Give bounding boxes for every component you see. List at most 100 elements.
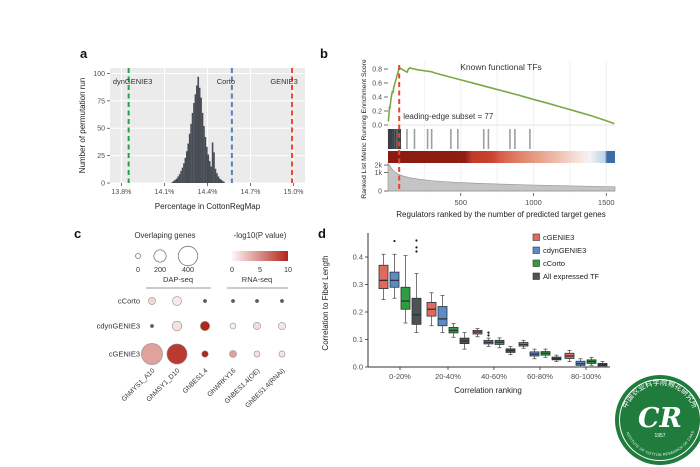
panel-a-label: a xyxy=(80,46,88,61)
svg-text:0.0: 0.0 xyxy=(372,122,382,129)
boxes xyxy=(378,239,608,368)
outlier-dot xyxy=(415,246,418,249)
panel-d-label: d xyxy=(318,226,326,241)
box xyxy=(378,264,389,290)
rank-colorbar xyxy=(388,151,615,163)
bubbles: cCorto cdynGENIE3 cGENIE3 xyxy=(97,296,286,365)
axes: 0.0 0.1 0.2 0.3 0.4 0-20% 20-40% 40-60% 60-80% 80… xyxy=(353,233,610,381)
svg-text:0-20%: 0-20% xyxy=(389,372,411,381)
assay-group-headers: DAP-seq RNA-seq xyxy=(146,275,288,289)
y-axis-title: Number of permutation run xyxy=(78,78,87,174)
bubble xyxy=(229,350,237,358)
svg-text:14.7%: 14.7% xyxy=(241,189,261,196)
svg-text:200: 200 xyxy=(154,265,166,274)
svg-text:0.2: 0.2 xyxy=(353,308,363,317)
svg-text:5: 5 xyxy=(258,265,262,274)
svg-text:1000: 1000 xyxy=(525,198,542,207)
bubble xyxy=(253,350,261,358)
vline-label: dynGENIE3 xyxy=(113,77,153,86)
pvalue-legend: -log10(P value) 0 5 10 xyxy=(230,231,292,274)
box xyxy=(437,306,448,327)
svg-text:13.8%: 13.8% xyxy=(112,189,132,196)
bubble xyxy=(253,322,261,330)
ns-dot xyxy=(280,299,284,303)
bubble xyxy=(278,350,286,358)
ns-dot xyxy=(231,299,235,303)
svg-text:-log10(P value): -log10(P value) xyxy=(234,231,287,240)
svg-text:1500: 1500 xyxy=(598,198,615,207)
outlier-dot xyxy=(393,239,396,243)
row-label: cCorto xyxy=(118,297,140,306)
panel-a-histogram: dynGENIE3 Corto GENIE3 13.8% 14.1% 14.4% 14.7%… xyxy=(78,68,305,211)
svg-text:500: 500 xyxy=(454,198,467,207)
bubble xyxy=(166,343,188,365)
leading-edge-annotation: leading-edge subset = 77 xyxy=(403,112,494,121)
enrichment-curve xyxy=(387,66,615,125)
histogram-bars xyxy=(171,76,225,183)
svg-text:0.8: 0.8 xyxy=(372,66,382,73)
x-axis-title: Percentage in CottonRegMap xyxy=(155,202,261,211)
svg-text:0.4: 0.4 xyxy=(353,253,363,262)
ns-dot xyxy=(255,299,259,303)
vline-label: Corto xyxy=(217,77,235,86)
outlier-dot xyxy=(487,334,490,337)
y-axis-title: Correlation to Fiber Length xyxy=(321,255,330,350)
bubble xyxy=(200,321,210,331)
bubble xyxy=(201,350,209,358)
box xyxy=(389,271,400,288)
legend-label: cCorto xyxy=(543,259,565,268)
ns-dot xyxy=(150,324,154,328)
outlier-dot xyxy=(487,331,490,334)
legend-label: cdynGENIE3 xyxy=(543,246,586,255)
svg-text:20-40%: 20-40% xyxy=(435,372,461,381)
vline-label: GENIE3 xyxy=(270,77,298,86)
svg-text:0: 0 xyxy=(136,265,140,274)
svg-text:0: 0 xyxy=(101,181,105,188)
svg-text:0.1: 0.1 xyxy=(353,335,363,344)
gridlines xyxy=(110,68,305,184)
svg-text:100: 100 xyxy=(93,71,105,78)
svg-text:1k: 1k xyxy=(375,170,383,177)
box xyxy=(400,286,411,310)
seal-year: 1957 xyxy=(654,433,665,439)
bubble xyxy=(141,343,163,365)
svg-text:GhBES1.4: GhBES1.4 xyxy=(182,367,210,395)
legend: cGENIE3 cdynGENIE3 cCorto All expressed TF xyxy=(532,233,600,281)
svg-text:Overlaping genes: Overlaping genes xyxy=(134,231,195,240)
outlier-dot xyxy=(415,250,418,253)
y-axis-title: Ranked List Metric Running Enrichment Sc… xyxy=(361,59,368,199)
svg-text:40-60%: 40-60% xyxy=(481,372,507,381)
outlier-dot xyxy=(415,239,418,242)
panel-c-label: c xyxy=(74,226,82,241)
method-vlines: dynGENIE3 Corto GENIE3 xyxy=(113,68,298,183)
institute-seal-logo: 中国农业科学院棉花研究所INSTITUTE OF COTTON RESEARCH… xyxy=(613,373,700,465)
svg-text:400: 400 xyxy=(182,265,194,274)
svg-text:75: 75 xyxy=(97,98,105,105)
svg-text:0.2: 0.2 xyxy=(372,108,382,115)
hit-rug-ticks xyxy=(387,129,531,149)
svg-text:50: 50 xyxy=(97,126,105,133)
bubble xyxy=(229,322,237,330)
seal-monogram: CR xyxy=(638,403,682,434)
svg-text:DAP-seq: DAP-seq xyxy=(163,275,193,284)
svg-text:0: 0 xyxy=(378,188,382,195)
row-label: cGENIE3 xyxy=(109,350,140,359)
bubble xyxy=(172,296,182,306)
panel-c-bubble-plot: Overlaping genes 0 200 400 -log10(P value) 0 5… xyxy=(97,231,292,410)
svg-text:10: 10 xyxy=(284,265,292,274)
svg-text:RNA-seq: RNA-seq xyxy=(242,275,272,284)
svg-text:0.0: 0.0 xyxy=(353,363,363,372)
svg-text:0.6: 0.6 xyxy=(372,80,382,87)
svg-text:25: 25 xyxy=(97,153,105,160)
svg-text:2k: 2k xyxy=(375,162,383,169)
box xyxy=(411,297,422,325)
svg-text:0.4: 0.4 xyxy=(372,94,382,101)
panel-d-boxplot: 0.0 0.1 0.2 0.3 0.4 0-20% 20-40% 40-60% 60-80% 80… xyxy=(321,233,610,395)
bubble xyxy=(148,297,156,305)
svg-text:80-100%: 80-100% xyxy=(571,372,601,381)
svg-text:60-80%: 60-80% xyxy=(527,372,553,381)
